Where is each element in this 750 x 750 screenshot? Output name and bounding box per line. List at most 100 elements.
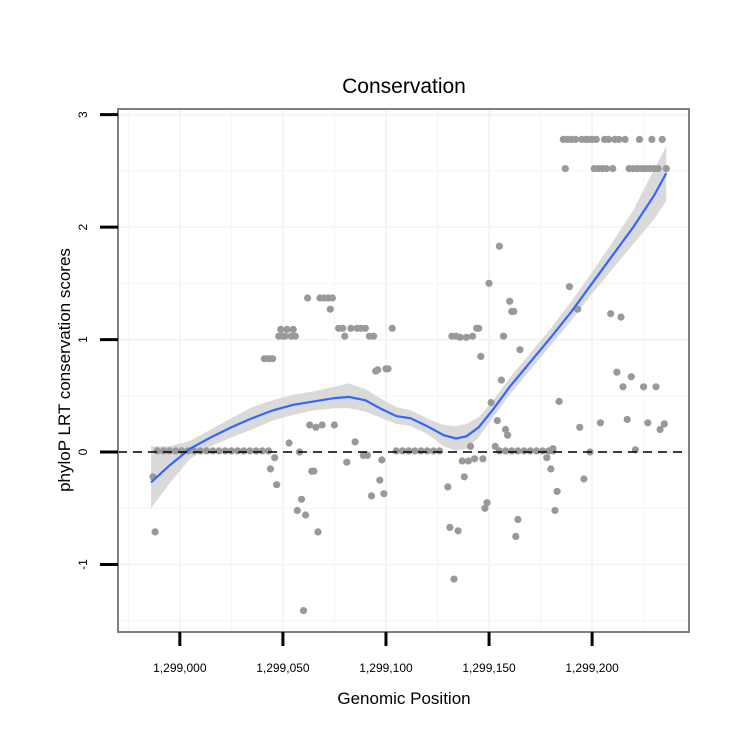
data-point: [378, 456, 386, 464]
data-point: [654, 165, 662, 173]
y-tick-label: 0: [76, 448, 90, 455]
data-point: [411, 447, 419, 455]
minor-gridlines: [118, 109, 689, 632]
x-axis: 1,299,000 1,299,050 1,299,100 1,299,150 1,29…: [153, 632, 619, 675]
data-point: [458, 457, 466, 465]
major-gridlines: [118, 109, 689, 632]
data-point: [376, 476, 384, 484]
data-point: [481, 504, 489, 512]
confidence-ribbon: [151, 146, 667, 509]
data-point: [516, 346, 524, 354]
data-point: [454, 527, 462, 535]
data-point: [221, 447, 229, 455]
data-point: [339, 324, 347, 332]
data-point: [314, 528, 322, 536]
plot-panel-border: [117, 108, 690, 633]
data-point: [543, 454, 551, 462]
data-point: [297, 495, 306, 503]
data-point: [351, 438, 359, 446]
data-point: [310, 467, 318, 475]
data-point: [497, 376, 505, 384]
data-point: [436, 447, 444, 455]
data-point: [281, 332, 289, 340]
x-tick-label: 1,299,000: [153, 661, 207, 675]
chart-title: Conservation: [342, 75, 466, 98]
data-point: [471, 455, 479, 463]
data-point: [469, 332, 477, 340]
data-point: [539, 447, 547, 455]
data-point: [374, 366, 382, 374]
data-point: [264, 447, 273, 455]
x-tick-label: 1,299,050: [256, 661, 310, 675]
data-point: [203, 447, 211, 455]
data-point: [246, 447, 254, 455]
data-point: [656, 425, 664, 434]
y-axis: -1 0 1 2 3: [76, 111, 118, 570]
data-point: [312, 423, 320, 431]
data-point: [551, 506, 559, 515]
data-point: [464, 457, 472, 465]
data-point: [662, 165, 670, 173]
data-point: [363, 451, 371, 459]
data-point: [613, 368, 621, 376]
data-point: [499, 332, 508, 340]
data-point: [341, 332, 349, 340]
data-point: [380, 490, 388, 498]
data-point: [609, 165, 617, 173]
data-point: [347, 324, 355, 332]
data-point: [652, 383, 660, 391]
data-point: [392, 447, 400, 455]
y-tick-label: 1: [76, 336, 90, 343]
data-point: [153, 447, 161, 455]
data-point: [302, 511, 310, 519]
data-point: [343, 458, 351, 466]
data-point: [258, 447, 266, 455]
data-point: [580, 475, 588, 483]
data-point: [592, 135, 600, 143]
data-point: [361, 324, 369, 332]
data-point: [252, 447, 260, 455]
data-point: [504, 431, 512, 439]
data-point: [561, 165, 569, 173]
data-point: [510, 307, 518, 316]
data-point: [209, 447, 217, 455]
data-point: [450, 575, 458, 583]
data-point: [615, 135, 623, 143]
data-point: [289, 325, 297, 333]
data-point: [501, 425, 510, 434]
data-point: [423, 447, 431, 455]
data-point: [479, 455, 487, 463]
data-point: [475, 324, 483, 332]
data-point: [384, 365, 392, 373]
data-point: [304, 294, 312, 302]
data-point: [605, 135, 613, 143]
data-point: [318, 421, 326, 429]
data-point: [607, 310, 615, 318]
data-point: [617, 313, 625, 321]
data-point: [553, 487, 561, 495]
x-tick-label: 1,299,200: [565, 661, 619, 675]
data-point: [619, 383, 627, 391]
data-point: [388, 324, 396, 332]
data-point: [271, 454, 279, 462]
y-tick-label: 2: [76, 223, 90, 230]
data-point: [429, 447, 437, 455]
data-point: [596, 419, 605, 427]
data-point: [299, 607, 308, 615]
data-point: [227, 447, 235, 455]
x-tick-label: 1,299,100: [359, 661, 413, 675]
data-point: [456, 333, 464, 341]
data-point: [576, 423, 584, 431]
data-point: [520, 447, 528, 455]
data-point: [514, 447, 522, 455]
data-point: [574, 305, 582, 313]
data-point: [648, 135, 656, 143]
data-point: [493, 417, 501, 425]
data-point: [547, 465, 555, 473]
data-point: [328, 294, 336, 302]
data-point: [621, 135, 629, 143]
data-point: [277, 325, 285, 333]
data-point: [273, 481, 281, 489]
data-point: [512, 532, 520, 541]
data-point: [172, 447, 180, 455]
